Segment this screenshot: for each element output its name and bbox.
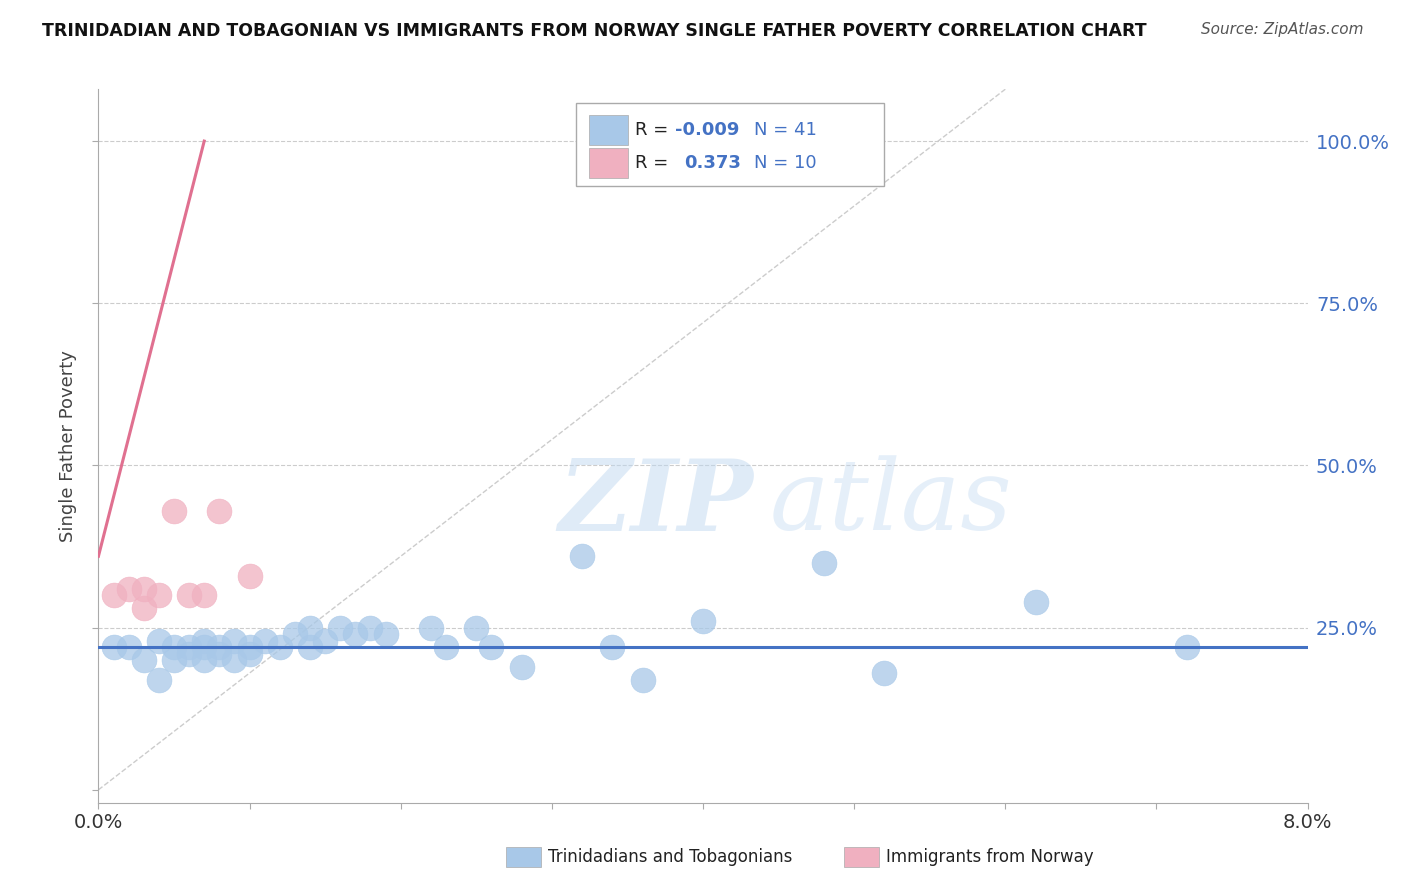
Point — [631, 673, 654, 687]
Point — [284, 627, 307, 641]
Point — [103, 640, 125, 654]
Point — [132, 653, 155, 667]
Point — [434, 640, 457, 654]
Text: Source: ZipAtlas.com: Source: ZipAtlas.com — [1201, 22, 1364, 37]
Point — [239, 568, 262, 582]
Point — [193, 640, 215, 654]
Point — [813, 556, 835, 570]
Point — [132, 582, 155, 596]
Point — [193, 588, 215, 602]
Point — [314, 633, 336, 648]
Point — [481, 640, 503, 654]
Point — [510, 659, 533, 673]
Point — [224, 653, 246, 667]
Point — [132, 601, 155, 615]
Point — [1175, 640, 1198, 654]
Y-axis label: Single Father Poverty: Single Father Poverty — [59, 350, 77, 542]
Text: -0.009: -0.009 — [675, 121, 740, 139]
Text: 0.373: 0.373 — [683, 153, 741, 171]
Point — [103, 588, 125, 602]
Point — [571, 549, 593, 564]
Point — [299, 621, 322, 635]
Text: R =: R = — [636, 121, 675, 139]
Text: Trinidadians and Tobagonians: Trinidadians and Tobagonians — [548, 848, 793, 866]
Point — [163, 640, 186, 654]
Point — [269, 640, 291, 654]
Point — [193, 633, 215, 648]
Text: N = 10: N = 10 — [754, 153, 817, 171]
Text: TRINIDADIAN AND TOBAGONIAN VS IMMIGRANTS FROM NORWAY SINGLE FATHER POVERTY CORRE: TRINIDADIAN AND TOBAGONIAN VS IMMIGRANTS… — [42, 22, 1147, 40]
Text: ZIP: ZIP — [558, 455, 752, 551]
Point — [465, 621, 488, 635]
Point — [344, 627, 367, 641]
Text: Immigrants from Norway: Immigrants from Norway — [886, 848, 1094, 866]
Point — [253, 633, 276, 648]
Text: R =: R = — [636, 153, 675, 171]
FancyBboxPatch shape — [576, 103, 884, 186]
Point — [692, 614, 714, 628]
Point — [360, 621, 382, 635]
Point — [193, 653, 215, 667]
Point — [208, 504, 231, 518]
Point — [239, 640, 262, 654]
Point — [118, 582, 141, 596]
Text: atlas: atlas — [769, 456, 1012, 550]
Point — [148, 588, 170, 602]
Point — [179, 640, 201, 654]
Point — [329, 621, 352, 635]
Point — [239, 647, 262, 661]
FancyBboxPatch shape — [589, 148, 628, 178]
Point — [179, 588, 201, 602]
Point — [118, 640, 141, 654]
Point — [163, 653, 186, 667]
Point — [179, 647, 201, 661]
Point — [148, 673, 170, 687]
FancyBboxPatch shape — [589, 115, 628, 145]
Point — [224, 633, 246, 648]
Point — [1025, 595, 1047, 609]
Point — [374, 627, 396, 641]
Point — [602, 640, 624, 654]
Point — [299, 640, 322, 654]
Point — [208, 640, 231, 654]
Point — [148, 633, 170, 648]
Point — [208, 647, 231, 661]
Point — [873, 666, 896, 681]
Point — [163, 504, 186, 518]
Text: N = 41: N = 41 — [754, 121, 817, 139]
Point — [420, 621, 443, 635]
